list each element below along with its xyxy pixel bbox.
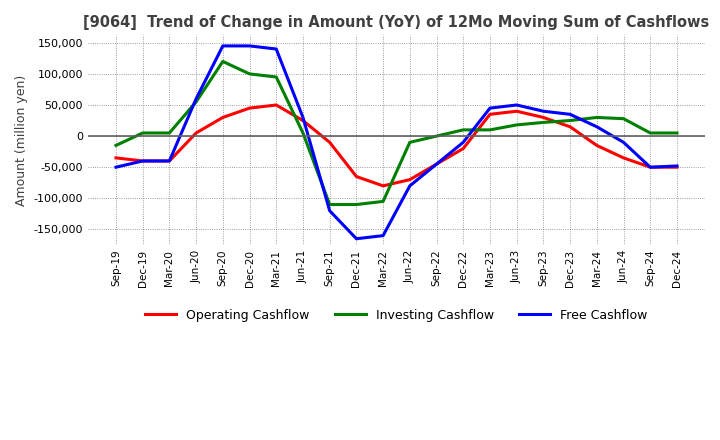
Investing Cashflow <box>566 118 575 123</box>
Free Cashflow <box>325 208 334 213</box>
Investing Cashflow <box>218 59 227 64</box>
Free Cashflow <box>459 139 467 145</box>
Investing Cashflow <box>325 202 334 207</box>
Free Cashflow <box>619 139 628 145</box>
Operating Cashflow <box>539 115 548 120</box>
Legend: Operating Cashflow, Investing Cashflow, Free Cashflow: Operating Cashflow, Investing Cashflow, … <box>140 304 653 327</box>
Free Cashflow <box>218 43 227 48</box>
Operating Cashflow <box>459 146 467 151</box>
Investing Cashflow <box>485 127 494 132</box>
Investing Cashflow <box>459 127 467 132</box>
Investing Cashflow <box>593 115 601 120</box>
Operating Cashflow <box>619 155 628 161</box>
Investing Cashflow <box>405 139 414 145</box>
Investing Cashflow <box>246 71 254 77</box>
Operating Cashflow <box>352 174 361 179</box>
Investing Cashflow <box>539 120 548 125</box>
Operating Cashflow <box>325 139 334 145</box>
Operating Cashflow <box>112 155 120 161</box>
Operating Cashflow <box>432 161 441 167</box>
Investing Cashflow <box>379 199 387 204</box>
Investing Cashflow <box>646 130 654 136</box>
Free Cashflow <box>485 106 494 111</box>
Title: [9064]  Trend of Change in Amount (YoY) of 12Mo Moving Sum of Cashflows: [9064] Trend of Change in Amount (YoY) o… <box>84 15 710 30</box>
Operating Cashflow <box>192 130 200 136</box>
Operating Cashflow <box>513 109 521 114</box>
Y-axis label: Amount (million yen): Amount (million yen) <box>15 74 28 206</box>
Free Cashflow <box>192 96 200 101</box>
Free Cashflow <box>246 43 254 48</box>
Investing Cashflow <box>112 143 120 148</box>
Free Cashflow <box>138 158 147 164</box>
Operating Cashflow <box>299 118 307 123</box>
Free Cashflow <box>405 183 414 188</box>
Free Cashflow <box>379 233 387 238</box>
Free Cashflow <box>566 112 575 117</box>
Operating Cashflow <box>485 112 494 117</box>
Operating Cashflow <box>272 103 281 108</box>
Investing Cashflow <box>192 99 200 105</box>
Operating Cashflow <box>218 115 227 120</box>
Operating Cashflow <box>566 124 575 129</box>
Free Cashflow <box>352 236 361 242</box>
Investing Cashflow <box>432 133 441 139</box>
Free Cashflow <box>299 115 307 120</box>
Investing Cashflow <box>352 202 361 207</box>
Operating Cashflow <box>246 106 254 111</box>
Line: Operating Cashflow: Operating Cashflow <box>116 105 677 186</box>
Investing Cashflow <box>272 74 281 80</box>
Free Cashflow <box>112 165 120 170</box>
Investing Cashflow <box>165 130 174 136</box>
Free Cashflow <box>593 124 601 129</box>
Free Cashflow <box>513 103 521 108</box>
Investing Cashflow <box>138 130 147 136</box>
Operating Cashflow <box>379 183 387 188</box>
Line: Free Cashflow: Free Cashflow <box>116 46 677 239</box>
Line: Investing Cashflow: Investing Cashflow <box>116 62 677 205</box>
Investing Cashflow <box>672 130 681 136</box>
Operating Cashflow <box>593 143 601 148</box>
Investing Cashflow <box>513 122 521 128</box>
Operating Cashflow <box>165 158 174 164</box>
Free Cashflow <box>646 165 654 170</box>
Operating Cashflow <box>672 165 681 170</box>
Free Cashflow <box>672 163 681 169</box>
Free Cashflow <box>539 109 548 114</box>
Free Cashflow <box>272 46 281 51</box>
Investing Cashflow <box>299 130 307 136</box>
Free Cashflow <box>432 161 441 167</box>
Investing Cashflow <box>619 116 628 121</box>
Operating Cashflow <box>405 177 414 182</box>
Operating Cashflow <box>646 165 654 170</box>
Operating Cashflow <box>138 158 147 164</box>
Free Cashflow <box>165 158 174 164</box>
